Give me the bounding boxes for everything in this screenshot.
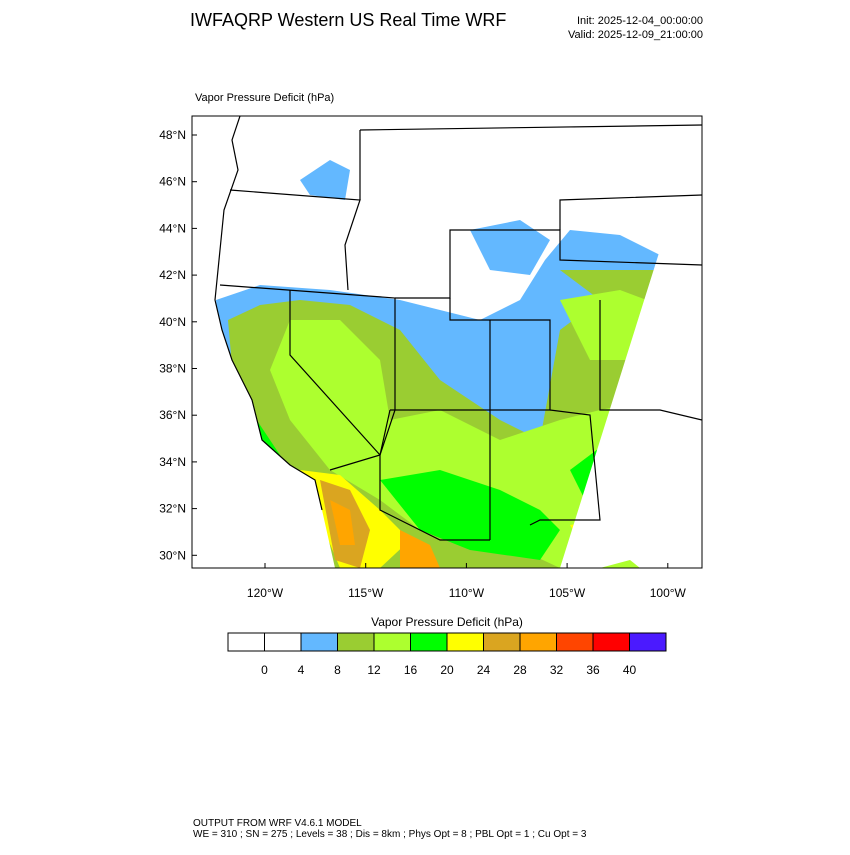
colorbar-box (337, 632, 375, 652)
colorbar-tick-label: 36 (586, 663, 600, 677)
colorbar-tick-label: 24 (477, 663, 491, 677)
lat-label: 46°N (159, 175, 186, 189)
colorbar-tick-label: 32 (550, 663, 564, 677)
colorbar-box (446, 632, 484, 652)
init-time: Init: 2025-12-04_00:00:00 (577, 15, 703, 27)
lon-label: 110°W (449, 586, 485, 600)
lat-label: 34°N (159, 455, 186, 469)
colorbar-box (519, 632, 557, 652)
colorbar-box (300, 632, 338, 652)
lat-label: 44°N (159, 221, 186, 235)
map (192, 116, 702, 568)
colorbar-tick-label: 8 (334, 663, 341, 677)
colorbar-box (629, 632, 667, 652)
lat-label: 30°N (159, 548, 186, 562)
colorbar-box (264, 632, 302, 652)
colorbar-tick-label: 16 (404, 663, 418, 677)
colorbar-box (556, 632, 594, 652)
map-subtitle: Vapor Pressure Deficit (hPa) (195, 92, 334, 104)
colorbar-tick-label: 12 (367, 663, 381, 677)
lat-label: 42°N (159, 268, 186, 282)
colorbar-tick-label: 4 (298, 663, 305, 677)
lon-label: 120°W (247, 586, 284, 600)
valid-time: Valid: 2025-12-09_21:00:00 (568, 29, 703, 41)
footer-line: WE = 310 ; SN = 275 ; Levels = 38 ; Dis … (193, 829, 587, 840)
colorbar-tick-label: 20 (440, 663, 454, 677)
map-frame (191, 115, 703, 569)
lat-label: 38°N (159, 362, 186, 376)
colorbar-tick-label: 28 (513, 663, 527, 677)
colorbar-box (373, 632, 411, 652)
footer-line: OUTPUT FROM WRF V4.6.1 MODEL (193, 818, 362, 829)
lat-label: 32°N (159, 502, 186, 516)
lat-label: 48°N (159, 128, 186, 142)
lat-label: 40°N (159, 315, 186, 329)
lon-label: 115°W (348, 586, 384, 600)
colorbar-box (483, 632, 521, 652)
title: IWFAQRP Western US Real Time WRF (190, 10, 506, 30)
colorbar-tick-label: 40 (623, 663, 637, 677)
lon-label: 105°W (549, 586, 586, 600)
lon-label: 100°W (650, 586, 687, 600)
colorbar-label: Vapor Pressure Deficit (hPa) (371, 615, 523, 629)
lat-label: 36°N (159, 408, 186, 422)
colorbar-box (227, 632, 265, 652)
colorbar-box (592, 632, 630, 652)
colorbar-box (410, 632, 448, 652)
colorbar-tick-label: 0 (261, 663, 268, 677)
